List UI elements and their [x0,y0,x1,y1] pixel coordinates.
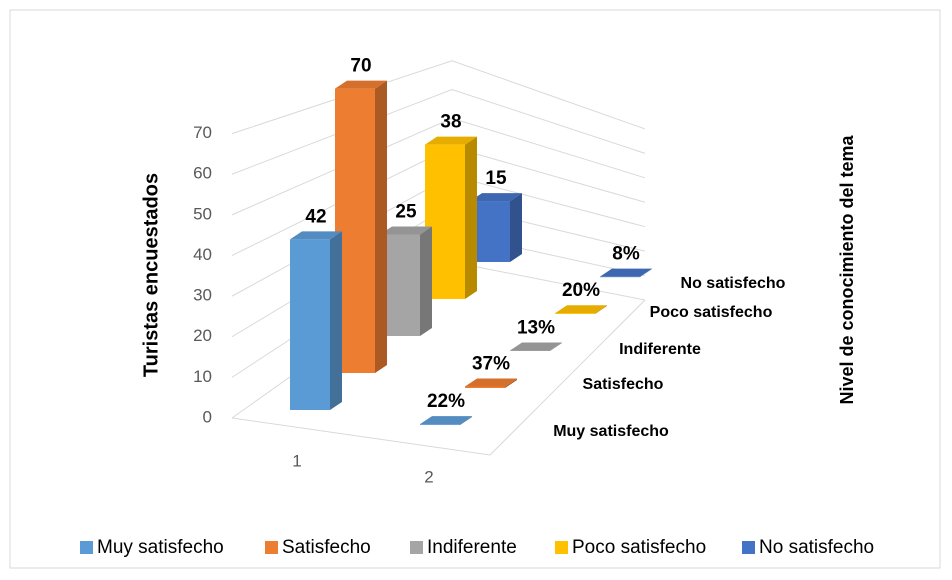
z-tick-label: No satisfecho [681,275,786,292]
grid-line [231,60,646,135]
bar [335,80,387,373]
legend-label: Satisfecho [282,537,371,558]
z-tick-label: Satisfecho [583,376,664,393]
bar [420,416,472,425]
bar-front [510,350,550,351]
data-label: 38 [440,112,461,133]
legend-swatch [80,541,93,554]
x-tick-label: 1 [292,451,301,470]
bar-side [460,416,472,425]
bar [290,231,342,410]
bar-front [600,276,640,278]
legend-swatch [742,541,755,554]
y-tick-label: 40 [193,245,212,264]
legend-label: Indiferente [427,537,517,558]
y-tick-label: 60 [193,164,212,183]
y-tick-label: 30 [193,286,212,305]
bar-front [290,239,330,410]
data-label: 42 [305,206,326,227]
bar-side [330,231,342,410]
legend-swatch [265,541,278,554]
bar-top [290,231,342,240]
data-label: 37% [472,354,510,375]
bar-top [555,305,607,314]
grid-line [231,88,646,175]
bar [510,342,562,351]
data-label: 20% [562,280,600,301]
bar-top [470,193,522,202]
legend-swatch [555,541,568,554]
grid-line [231,117,646,216]
x-tick-label: 2 [424,467,433,486]
bar-side [465,136,477,299]
legend-label: No satisfecho [759,537,874,558]
bar [380,226,432,336]
z-tick-label: Poco satisfecho [650,304,773,321]
z-tick-label: Indiferente [619,341,701,358]
bar-front [465,386,505,388]
y-tick-label: 0 [203,407,212,426]
bar-side [505,378,517,388]
floor-edge [231,299,646,456]
bar-side [595,305,607,314]
data-label: 8% [612,244,640,265]
bar-top [425,136,477,145]
bar [555,305,607,314]
bar [600,268,652,278]
bar-top [510,342,562,351]
z-tick-label: Muy satisfecho [553,423,669,440]
bar-top [380,226,432,235]
bar-side [375,80,387,373]
z-axis-title: Nivel de conocimiento del tema [837,134,857,404]
data-label: 22% [427,391,465,412]
bar-side [550,342,562,351]
bar-top [465,378,517,387]
y-tick-label: 20 [193,326,212,345]
bar-side [640,268,652,277]
data-label: 13% [517,317,555,338]
legend-swatch [410,541,423,554]
bar-top [335,80,387,89]
bar-front [420,424,460,425]
data-label: 15 [485,168,507,189]
bar-side [510,193,522,262]
legend-label: Muy satisfecho [97,537,224,558]
bar-side [420,226,432,336]
bar [465,378,517,388]
bar-top [600,268,652,277]
bar [425,136,477,299]
y-axis-title: Turistas encuestados [140,173,162,377]
bar-top [420,416,472,425]
data-label: 25 [395,201,417,222]
legend-label: Poco satisfecho [572,537,706,558]
y-tick-label: 10 [193,367,212,386]
data-label: 70 [350,56,371,77]
y-tick-label: 50 [193,204,212,223]
bar [470,193,522,262]
y-tick-label: 70 [193,123,212,142]
bar-front [555,313,595,314]
